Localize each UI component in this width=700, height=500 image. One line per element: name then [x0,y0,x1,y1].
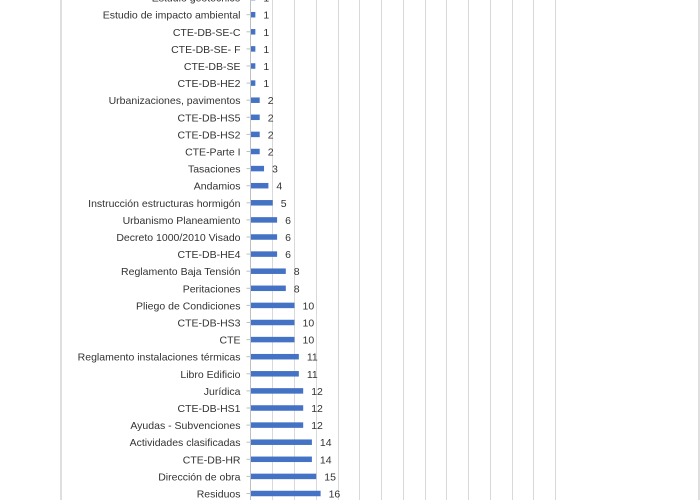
bar [251,336,295,343]
category-label: CTE-DB-HE2 [177,78,240,90]
category-label: Tasaciones [188,164,241,176]
bar [251,422,304,428]
bar [251,131,260,138]
bar [251,439,312,445]
category-label: CTE-DB-HR [183,454,241,466]
data-label: 6 [285,249,291,261]
bar [251,97,260,103]
data-label: 12 [311,420,323,432]
data-label: 14 [320,437,332,449]
data-label: 1 [263,0,269,5]
bar [251,388,304,394]
category-label: Dirección de obra [158,471,240,483]
category-label: CTE-DB-HS5 [177,112,240,124]
category-label: Estudio de impacto ambiental [103,10,241,22]
data-label: 1 [263,61,269,73]
category-label: Instrucción estructuras hormigón [88,198,240,210]
data-label: 8 [294,283,300,295]
category-label: CTE-Parte I [185,147,240,159]
category-label: CTE-DB-SE-C [173,27,241,39]
category-label: Estudio geotécnico [152,0,241,5]
category-label: Urbanismo Planeamiento [123,215,241,227]
bar [251,456,312,463]
category-label: CTE-DB-HS3 [177,318,240,330]
data-label: 1 [263,78,269,90]
category-label: CTE [220,335,241,347]
data-label: 6 [285,215,291,227]
category-label: Jurídica [204,386,241,398]
bar [251,46,256,52]
category-label: Peritaciones [183,283,241,295]
data-label: 2 [268,147,274,159]
data-label: 6 [285,232,291,244]
data-label: 4 [276,181,282,193]
bar [251,63,256,69]
data-label: 15 [324,471,336,483]
category-label: CTE-DB-HE4 [177,249,240,261]
bar [251,80,256,86]
bar [251,319,295,326]
category-labels: Estudio geotécnico Estudio de impacto amb… [78,0,241,500]
data-label: 2 [268,95,274,107]
bar [251,182,269,189]
bar [251,268,286,274]
data-label: 10 [303,335,315,347]
data-label: 1 [263,27,269,39]
category-label: CTE-DB-HS2 [177,129,240,141]
category-label: Pliego de Condiciones [136,300,241,312]
bar [251,490,321,497]
data-label: 14 [320,454,332,466]
data-label: 2 [268,112,274,124]
data-label: 10 [303,300,315,312]
bar [251,200,273,206]
category-label: Urbanizaciones, pavimentos [109,95,241,107]
bar [251,217,278,223]
category-label: Residuos [197,489,241,500]
bar [251,251,278,257]
bar [251,473,317,480]
bar [251,371,299,377]
data-labels: 1111112222345666881010101111121212141415… [263,0,340,500]
bar [251,148,260,155]
bar [251,165,265,172]
data-label: 12 [311,386,323,398]
data-label: 10 [303,318,315,330]
bars [251,0,321,497]
bar [251,234,278,240]
category-label: Reglamento instalaciones térmicas [78,352,241,364]
category-label: Libro Edificio [180,369,240,381]
bar [251,302,295,309]
data-label: 1 [263,44,269,56]
data-label: 12 [311,403,323,415]
data-label: 1 [263,10,269,22]
bar [251,114,260,121]
data-label: 3 [272,164,278,176]
category-label: Andamios [194,181,241,193]
data-label: 16 [329,489,341,500]
data-label: 5 [281,198,287,210]
gridlines [60,0,700,500]
data-label: 2 [268,129,274,141]
category-label: Ayudas - Subvenciones [130,420,240,432]
data-label: 11 [307,352,318,364]
data-label: 11 [307,369,318,381]
bar [251,353,299,360]
bar [251,11,256,18]
category-label: CTE-DB-SE- F [171,44,240,56]
category-label: CTE-DB-HS1 [177,403,240,415]
bar [251,29,256,35]
bar [251,285,286,292]
category-label: Reglamento Baja Tensión [121,266,241,278]
category-label: Decreto 1000/2010 Visado [116,232,240,244]
category-label: CTE-DB-SE [184,61,241,73]
data-label: 8 [294,266,300,278]
category-label: Actividades clasificadas [130,437,241,449]
bar [251,405,304,411]
